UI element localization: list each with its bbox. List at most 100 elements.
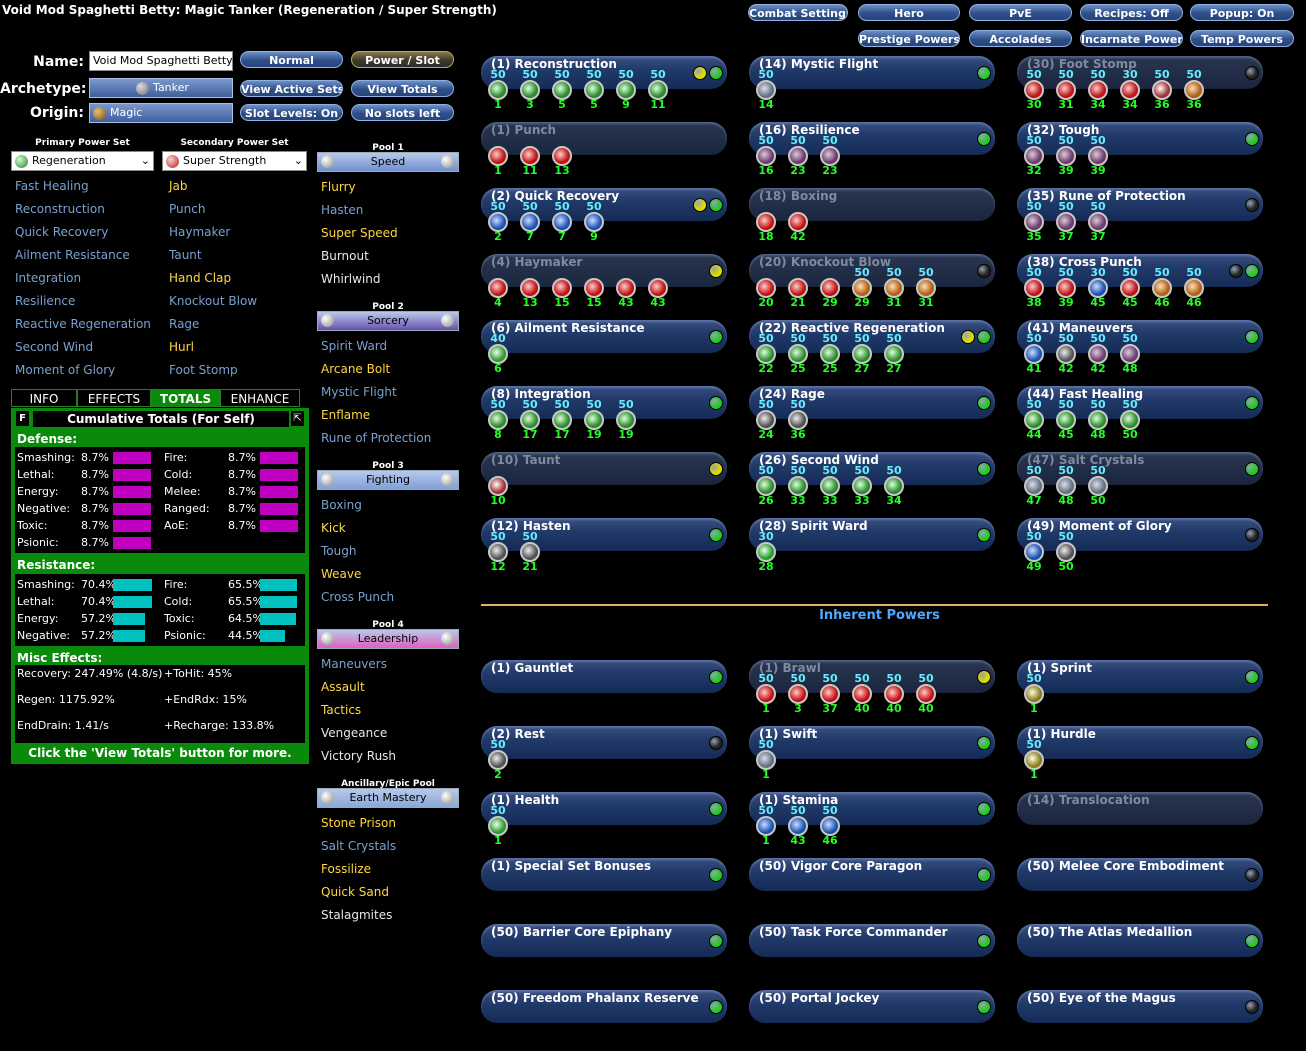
- prestige-powers-button[interactable]: Prestige Powers: [858, 30, 960, 47]
- enhancement-slot[interactable]: 43: [614, 273, 638, 309]
- normal-button[interactable]: Normal: [240, 51, 343, 68]
- enhancement-slot[interactable]: 50 27: [850, 332, 874, 375]
- enhancement-slot[interactable]: 50 32: [1022, 134, 1046, 177]
- power-slot-panel[interactable]: (1) Health: [481, 792, 727, 825]
- enhancement-slot[interactable]: 50 1: [754, 804, 778, 847]
- pool-power-item[interactable]: Flurry: [321, 180, 356, 194]
- pool-select[interactable]: Leadership: [317, 629, 459, 649]
- pool-power-item[interactable]: Quick Sand: [321, 885, 389, 899]
- power-slot-panel[interactable]: (2) Rest: [481, 726, 727, 759]
- enhancement-slot[interactable]: 50 46: [818, 804, 842, 847]
- pool-power-item[interactable]: Fossilize: [321, 862, 372, 876]
- power-slot-panel[interactable]: (35) Rune of Protection: [1017, 188, 1263, 221]
- pool-power-item[interactable]: Victory Rush: [321, 749, 397, 763]
- pool-power-item[interactable]: Boxing: [321, 498, 362, 512]
- enhancement-slot[interactable]: 50 34: [1086, 68, 1110, 111]
- enhancement-slot[interactable]: 50 39: [1054, 134, 1078, 177]
- name-field[interactable]: Void Mod Spaghetti Betty: [89, 51, 233, 71]
- enhancement-slot[interactable]: 15: [582, 273, 606, 309]
- enhancement-slot[interactable]: 50 40: [914, 672, 938, 715]
- enhancement-slot[interactable]: 50 31: [882, 266, 906, 309]
- secondary-power-item[interactable]: Hurl: [169, 340, 194, 354]
- power-slot-panel[interactable]: (6) Ailment Resistance: [481, 320, 727, 353]
- enhancement-slot[interactable]: 50 19: [582, 398, 606, 441]
- accolades-button[interactable]: Accolades: [969, 30, 1072, 47]
- enhancement-slot[interactable]: 50 33: [850, 464, 874, 507]
- primary-power-item[interactable]: Reactive Regeneration: [15, 317, 151, 331]
- power-slot-panel[interactable]: (1) Swift: [749, 726, 995, 759]
- power-slot-panel[interactable]: (8) Integration: [481, 386, 727, 419]
- enhancement-slot[interactable]: 50 42: [1054, 332, 1078, 375]
- pool-power-item[interactable]: Super Speed: [321, 226, 398, 240]
- pool-power-item[interactable]: Hasten: [321, 203, 364, 217]
- power-slot-panel[interactable]: (14) Mystic Flight: [749, 56, 995, 89]
- enhancement-slot[interactable]: 4: [486, 273, 510, 309]
- enhancement-slot[interactable]: 50 23: [818, 134, 842, 177]
- secondary-power-item[interactable]: Haymaker: [169, 225, 231, 239]
- enhancement-slot[interactable]: 50 1: [486, 68, 510, 111]
- enhancement-slot[interactable]: 50 27: [882, 332, 906, 375]
- enhancement-slot[interactable]: 50 42: [1086, 332, 1110, 375]
- power-slot-panel[interactable]: (14) Translocation: [1017, 792, 1263, 825]
- pool-power-item[interactable]: Salt Crystals: [321, 839, 397, 853]
- pool-power-item[interactable]: Arcane Bolt: [321, 362, 391, 376]
- enhancement-slot[interactable]: 50 1: [486, 804, 510, 847]
- power-slot-button[interactable]: Power / Slot: [351, 51, 454, 68]
- enhancement-slot[interactable]: 50 33: [786, 464, 810, 507]
- primary-power-item[interactable]: Reconstruction: [15, 202, 105, 216]
- primary-set-select[interactable]: Regeneration ⌄: [11, 151, 154, 171]
- enhancement-slot[interactable]: 50 29: [850, 266, 874, 309]
- pool-power-item[interactable]: Stalagmites: [321, 908, 393, 922]
- pool-select[interactable]: Earth Mastery: [317, 788, 459, 808]
- enhancement-slot[interactable]: 50 49: [1022, 530, 1046, 573]
- enhancement-slot[interactable]: 50 38: [1022, 266, 1046, 309]
- power-slot-panel[interactable]: (49) Moment of Glory: [1017, 518, 1263, 551]
- power-slot-panel[interactable]: (50) Portal Jockey: [749, 990, 995, 1023]
- enhancement-slot[interactable]: 50 21: [518, 530, 542, 573]
- enhancement-slot[interactable]: 50 1: [1022, 738, 1046, 781]
- power-slot-panel[interactable]: (4) Haymaker: [481, 254, 727, 287]
- secondary-power-item[interactable]: Foot Stomp: [169, 363, 238, 377]
- enhancement-slot[interactable]: 50 2: [486, 200, 510, 243]
- enhancement-slot[interactable]: 50 36: [1182, 68, 1206, 111]
- tab-enhance[interactable]: ENHANCE: [220, 389, 300, 407]
- pool-power-item[interactable]: Stone Prison: [321, 816, 396, 830]
- enhancement-slot[interactable]: 50 5: [582, 68, 606, 111]
- tab-info[interactable]: INFO: [11, 389, 77, 407]
- enhancement-slot[interactable]: 50 36: [786, 398, 810, 441]
- view-totals-button[interactable]: View Totals: [351, 80, 454, 97]
- enhancement-slot[interactable]: 50 46: [1182, 266, 1206, 309]
- primary-power-item[interactable]: Ailment Resistance: [15, 248, 130, 262]
- enhancement-slot[interactable]: 50 35: [1022, 200, 1046, 243]
- primary-power-item[interactable]: Resilience: [15, 294, 76, 308]
- enhancement-slot[interactable]: 50 2: [486, 738, 510, 781]
- enhancement-slot[interactable]: 50 9: [614, 68, 638, 111]
- pool-power-item[interactable]: Rune of Protection: [321, 431, 432, 445]
- enhancement-slot[interactable]: 10: [486, 471, 510, 507]
- enhancement-slot[interactable]: 13: [550, 141, 574, 177]
- enhancement-slot[interactable]: 50 36: [1150, 68, 1174, 111]
- enhancement-slot[interactable]: 50 11: [646, 68, 670, 111]
- secondary-power-item[interactable]: Jab: [169, 179, 188, 193]
- enhancement-slot[interactable]: 50 31: [914, 266, 938, 309]
- enhancement-slot[interactable]: 50 9: [582, 200, 606, 243]
- expand-icon[interactable]: ⇱: [291, 411, 304, 426]
- float-button[interactable]: F: [16, 411, 29, 426]
- view-active-sets-button[interactable]: View Active Sets: [240, 80, 343, 97]
- enhancement-slot[interactable]: 50 19: [614, 398, 638, 441]
- enhancement-slot[interactable]: 40 6: [486, 332, 510, 375]
- power-slot-panel[interactable]: (50) Melee Core Embodiment: [1017, 858, 1263, 891]
- enhancement-slot[interactable]: 50 17: [550, 398, 574, 441]
- enhancement-slot[interactable]: 50 37: [1086, 200, 1110, 243]
- enhancement-slot[interactable]: 50 25: [818, 332, 842, 375]
- secondary-power-item[interactable]: Hand Clap: [169, 271, 232, 285]
- tab-totals[interactable]: TOTALS: [151, 389, 220, 407]
- power-slot-panel[interactable]: (50) Freedom Phalanx Reserve: [481, 990, 727, 1023]
- enhancement-slot[interactable]: 50 40: [882, 672, 906, 715]
- power-slot-panel[interactable]: (1) Gauntlet: [481, 660, 727, 693]
- primary-power-item[interactable]: Second Wind: [15, 340, 94, 354]
- combat-settings-button[interactable]: Combat Settings: [748, 4, 848, 21]
- temp-powers-button[interactable]: Temp Powers: [1190, 30, 1294, 47]
- enhancement-slot[interactable]: 50 7: [550, 200, 574, 243]
- pool-select[interactable]: Speed: [317, 152, 459, 172]
